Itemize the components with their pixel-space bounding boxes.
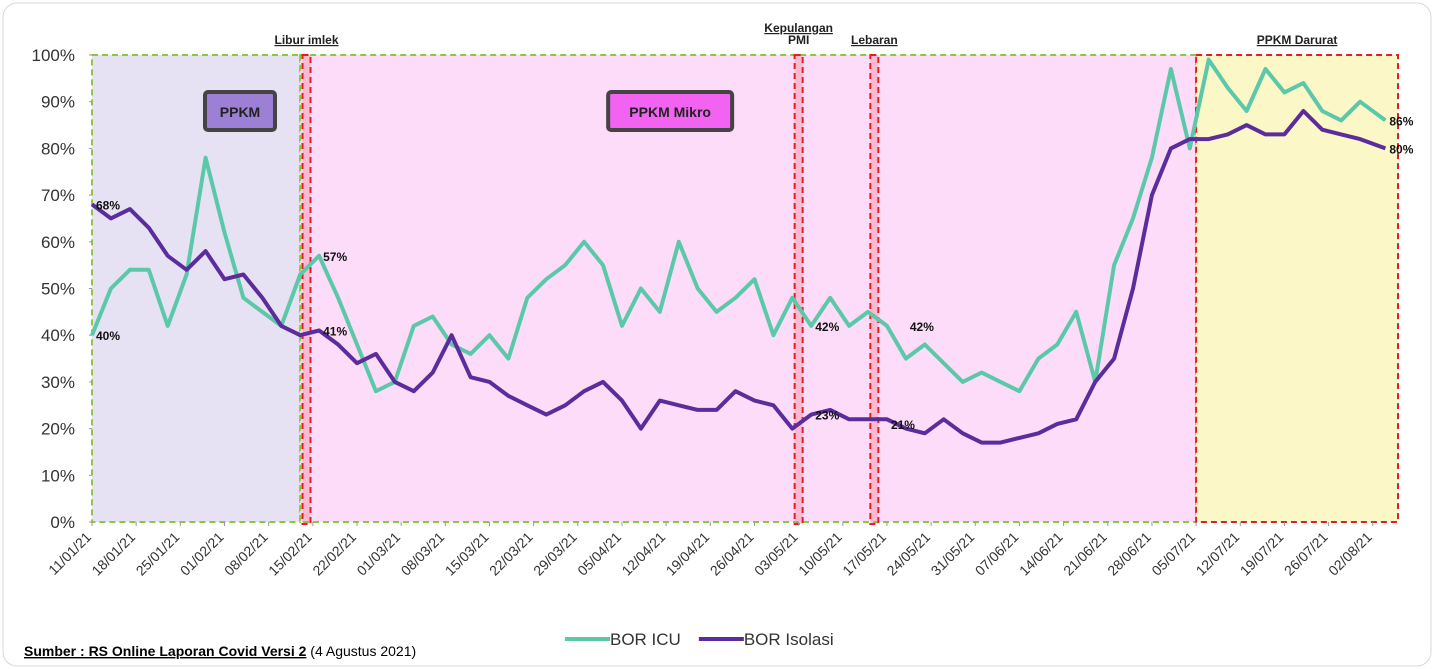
y-tick-label: 20% [41, 420, 75, 439]
data-label: 68% [96, 198, 120, 212]
event-band [301, 54, 312, 525]
event-label: Kepulangan [764, 21, 833, 35]
period-label: PPKM Darurat [1257, 33, 1338, 47]
y-tick-label: 60% [41, 233, 75, 252]
data-label: 23% [815, 409, 839, 423]
y-tick-label: 100% [32, 46, 75, 65]
period-label-box [203, 90, 277, 132]
period-area [91, 54, 302, 523]
data-label: 80% [1389, 142, 1413, 156]
event-label: Lebaran [851, 33, 898, 47]
data-label: 42% [815, 320, 839, 334]
y-tick-label: 90% [41, 93, 75, 112]
data-label: 40% [96, 329, 120, 343]
data-label: 57% [323, 250, 347, 264]
period-label-box [606, 90, 735, 132]
y-tick-label: 30% [41, 373, 75, 392]
y-tick-label: 50% [41, 280, 75, 299]
event-label: Libur imlek [275, 33, 339, 47]
y-tick-label: 70% [41, 186, 75, 205]
source-normal: (4 Agustus 2021) [310, 643, 416, 659]
source-bold: Sumber : RS Online Laporan Covid Versi 2 [24, 643, 307, 659]
y-tick-label: 80% [41, 139, 75, 158]
series-line [90, 57, 1387, 394]
period-label: PPKM Mikro [629, 104, 711, 120]
period-area [1195, 54, 1400, 523]
series-line [90, 109, 1387, 445]
y-tick-label: 10% [41, 466, 75, 485]
event-band [793, 54, 804, 525]
period-label: PPKM [220, 104, 260, 120]
y-tick-label: 0% [50, 513, 75, 532]
data-label: 86% [1389, 114, 1413, 128]
legend-label: BOR ICU [610, 630, 681, 649]
source: Sumber : RS Online Laporan Covid Versi 2… [24, 643, 416, 659]
period-area [299, 54, 1198, 523]
event-label: PMI [788, 33, 809, 47]
event-band [869, 54, 880, 525]
data-label: 42% [910, 320, 934, 334]
y-tick-label: 40% [41, 326, 75, 345]
legend-label: BOR Isolasi [744, 630, 834, 649]
data-label: 41% [323, 325, 347, 339]
data-label: 21% [891, 418, 915, 432]
